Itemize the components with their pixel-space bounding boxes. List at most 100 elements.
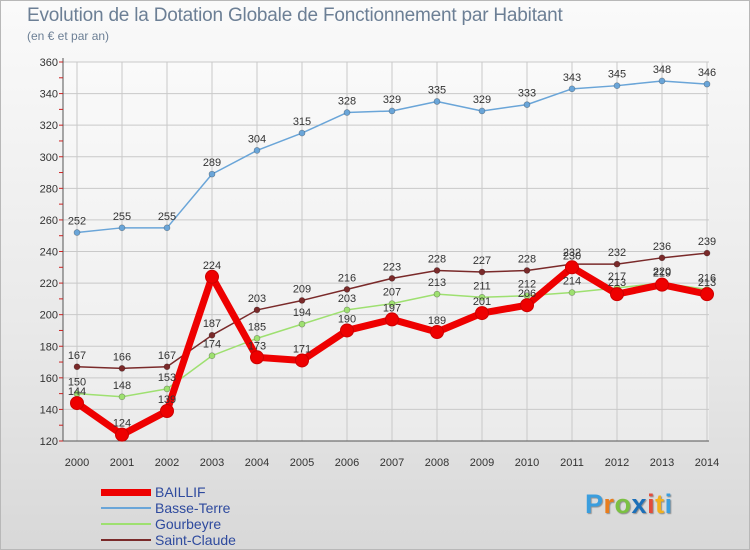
data-label: 171 — [293, 343, 311, 355]
data-label: 232 — [563, 247, 581, 259]
data-point — [430, 325, 444, 340]
data-point — [298, 129, 306, 137]
data-point — [475, 306, 489, 321]
y-tick-label: 140 — [40, 404, 58, 416]
legend-label: Gourbeyre — [155, 516, 222, 532]
data-point — [610, 287, 624, 302]
data-label: 230 — [563, 250, 581, 262]
y-tick-label: 120 — [40, 436, 58, 448]
data-label: 333 — [518, 88, 536, 100]
data-label: 348 — [653, 64, 671, 76]
y-tick-label: 260 — [40, 215, 58, 227]
logo-letter: i — [664, 489, 673, 519]
data-point — [520, 298, 534, 313]
data-point — [118, 365, 126, 372]
data-label: 343 — [563, 72, 581, 84]
data-label: 232 — [608, 247, 626, 259]
data-point — [253, 335, 261, 342]
data-label: 150 — [68, 377, 86, 389]
legend-swatch — [101, 523, 151, 525]
data-label: 124 — [113, 418, 131, 430]
data-label: 144 — [68, 386, 86, 398]
data-label: 346 — [698, 67, 716, 79]
x-tick-label: 2007 — [380, 457, 404, 469]
legend-swatch — [101, 507, 151, 509]
data-point — [250, 350, 264, 365]
data-point — [343, 109, 351, 116]
data-label: 190 — [338, 313, 356, 325]
x-tick-label: 2005 — [290, 457, 314, 469]
data-point — [340, 323, 354, 338]
data-label: 213 — [608, 277, 626, 289]
data-point — [388, 275, 396, 282]
data-point — [253, 147, 261, 154]
logo-letter: i — [647, 489, 656, 519]
data-label: 214 — [563, 276, 581, 288]
y-tick-label: 180 — [40, 341, 58, 353]
data-point — [433, 267, 441, 274]
x-tick-label: 2012 — [605, 457, 629, 469]
data-label: 228 — [428, 253, 446, 265]
data-point — [208, 352, 216, 360]
x-tick-label: 2009 — [470, 457, 494, 469]
data-label: 201 — [473, 296, 491, 308]
logo-letter: t — [655, 489, 665, 519]
y-tick-label: 360 — [40, 57, 58, 69]
data-point — [658, 77, 666, 85]
logo-letter: r — [603, 489, 615, 519]
data-point — [433, 98, 441, 105]
data-point — [343, 306, 351, 314]
data-point — [700, 287, 714, 302]
data-label: 236 — [653, 241, 671, 253]
data-point — [205, 269, 219, 284]
data-point — [253, 306, 261, 314]
y-tick-label: 160 — [40, 373, 58, 385]
logo-letter: P — [585, 489, 604, 519]
y-tick-label: 220 — [40, 278, 58, 290]
data-point — [163, 224, 171, 232]
data-label: 213 — [428, 277, 446, 289]
data-point — [658, 254, 666, 262]
y-tick-label: 240 — [40, 247, 58, 259]
data-label: 167 — [68, 350, 86, 362]
data-label: 216 — [338, 272, 356, 284]
data-point — [115, 427, 129, 442]
data-point — [163, 385, 171, 393]
data-label: 203 — [248, 293, 266, 305]
x-tick-label: 2011 — [560, 457, 584, 469]
x-tick-label: 2006 — [335, 457, 359, 469]
logo-letter: o — [614, 489, 632, 519]
data-point — [703, 249, 711, 257]
data-label: 174 — [203, 339, 221, 351]
data-point — [343, 286, 351, 293]
data-point — [568, 289, 576, 296]
legend-swatch — [101, 539, 151, 541]
data-label: 219 — [653, 268, 671, 280]
chart-subtitle: (en € et par an) — [27, 29, 110, 43]
legend-item: Basse-Terre — [101, 500, 236, 516]
data-point — [523, 267, 531, 274]
data-point — [208, 170, 216, 178]
data-label: 166 — [113, 351, 131, 363]
x-tick-label: 2004 — [245, 457, 269, 469]
data-label: 187 — [203, 318, 221, 330]
data-point — [388, 300, 396, 307]
data-label: 220 — [653, 266, 671, 278]
data-point — [655, 277, 669, 292]
data-point — [208, 331, 216, 339]
data-label: 216 — [698, 272, 716, 284]
data-label: 148 — [113, 380, 131, 392]
data-label: 213 — [698, 277, 716, 289]
proxiti-logo: Proxiti — [585, 489, 673, 520]
data-label: 217 — [608, 271, 626, 283]
data-label: 173 — [248, 340, 266, 352]
data-point — [433, 290, 441, 298]
legend-item: Gourbeyre — [101, 516, 236, 532]
data-point — [478, 268, 486, 276]
y-tick-label: 300 — [40, 152, 58, 164]
data-label: 315 — [293, 116, 311, 128]
x-tick-label: 2014 — [695, 457, 719, 469]
data-label: 255 — [158, 211, 176, 223]
